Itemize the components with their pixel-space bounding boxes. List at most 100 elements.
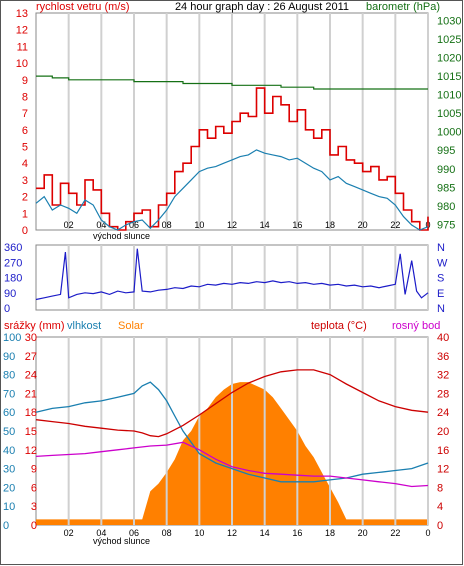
wind-gust-line [36,87,429,231]
temperature-tick-label: 28 [437,388,449,400]
pressure-tick-label: 1000 [437,127,461,139]
rain-tick-label: 3 [31,501,37,513]
chart1-x-tick-label: 08 [162,220,172,230]
humidity-tick-label: 90 [3,351,15,363]
chart1-x-tick-label: 14 [260,220,270,230]
rain-tick-label: 30 [25,332,37,344]
pressure-tick-label: 995 [437,145,455,157]
wind-tick-label: 6 [22,125,28,137]
chart1-title: 24 hour graph day : 26 August 2011 [175,1,349,13]
wind-tick-label: 4 [22,158,28,170]
chart1-x-tick-label: 12 [227,220,237,230]
humidity-tick-label: 20 [3,482,15,494]
humidity-tick-label: 40 [3,445,15,457]
solar-label: Solar [118,320,144,332]
pressure-tick-label: 1025 [437,34,461,46]
humidity-tick-label: 60 [3,407,15,419]
direction-tick-label: 360 [4,242,22,254]
chart3-x-tick-label: 04 [96,528,106,538]
humidity-tick-label: 70 [3,388,15,400]
wind-tick-label: 9 [22,75,28,87]
humidity-tick-label: 30 [3,464,15,476]
dewpoint-label: rosný bod [392,320,440,332]
wind-speed-line [35,149,429,231]
chart1-x-tick-label: 04 [96,220,106,230]
rain-tick-label: 6 [31,482,37,494]
humidity-tick-label: 10 [3,501,15,513]
pressure-tick-label: 975 [437,219,455,231]
temperature-tick-label: 36 [437,351,449,363]
rain-tick-label: 0 [31,520,37,532]
pressure-tick-label: 1015 [437,71,461,83]
dewpoint-line [35,441,429,488]
humidity-tick-label: 0 [3,520,9,532]
compass-letter: S [437,273,444,285]
pressure-tick-label: 1020 [437,53,461,65]
temperature-line [35,369,429,438]
rain-tick-label: 15 [25,426,37,438]
chart3-x-tick-label: 16 [292,528,302,538]
temperature-tick-label: 8 [437,482,443,494]
wind-tick-label: 2 [22,192,28,204]
chart1-x-tick-label: 10 [194,220,204,230]
wind-tick-label: 11 [17,41,28,53]
wind-direction-line [35,248,429,301]
compass-letter: N [437,242,445,254]
rain-tick-label: 21 [25,388,37,400]
pressure-tick-label: 990 [437,164,455,176]
temperature-tick-label: 40 [437,332,449,344]
rain-tick-label: 9 [31,464,37,476]
chart3-x-tick-label: 02 [64,528,74,538]
pressure-tick-label: 1005 [437,108,461,120]
temperature-tick-label: 20 [437,426,449,438]
wind-tick-label: 7 [22,108,28,120]
chart3-x-tick-label: 06 [129,528,139,538]
temperature-tick-label: 32 [437,370,449,382]
pressure-tick-label: 1010 [437,90,461,102]
rain-axis-label: srážky (mm) [4,320,65,332]
chart3-x-tick-label: 0 [425,528,430,538]
wind-tick-label: 5 [22,142,28,154]
wind-tick-label: 0 [22,225,28,237]
pressure-axis-label: barometr (hPa) [366,1,440,13]
chart1-x-tick-label: 22 [390,220,400,230]
temperature-label: teplota (°C) [311,320,367,332]
humidity-tick-label: 50 [3,426,15,438]
chart3-x-tick-label: 10 [194,528,204,538]
direction-tick-label: 90 [4,288,16,300]
chart3-x-tick-label: 22 [390,528,400,538]
wind-tick-label: 13 [16,8,28,20]
pressure-tick-label: 985 [437,182,455,194]
wind-tick-label: 12 [16,25,28,37]
humidity-label: vlhkost [67,320,101,332]
chart1-x-tick-label: 16 [292,220,302,230]
pressure-tick-label: 980 [437,201,455,213]
compass-letter: N [437,303,445,315]
compass-letter: E [437,288,444,300]
temperature-tick-label: 4 [437,501,443,513]
rain-tick-label: 12 [25,445,37,457]
chart3-x-tick-label: 14 [260,528,270,538]
wind-axis-label: rychlost vetru (m/s) [36,1,130,13]
chart3-x-tick-label: 08 [162,528,172,538]
chart1-x-tick-label: 06 [129,220,139,230]
temperature-tick-label: 12 [437,464,449,476]
rain-tick-label: 18 [25,407,37,419]
chart1-x-tick-label: 18 [325,220,335,230]
temperature-tick-label: 0 [437,520,443,532]
temperature-tick-label: 24 [437,407,449,419]
direction-tick-label: 180 [4,273,22,285]
chart3-x-tick-label: 12 [227,528,237,538]
direction-tick-label: 0 [4,303,10,315]
chart1-x-tick-label: 02 [64,220,74,230]
sunrise-label-bottom: východ slunce [93,536,150,546]
wind-tick-label: 1 [22,208,28,220]
compass-letter: W [437,257,448,269]
temperature-tick-label: 16 [437,445,449,457]
pressure-tick-label: 1030 [437,15,461,27]
chart1-x-tick-label: 20 [358,220,368,230]
rain-tick-label: 24 [25,370,37,382]
humidity-tick-label: 80 [3,370,15,382]
humidity-tick-label: 100 [3,332,21,344]
